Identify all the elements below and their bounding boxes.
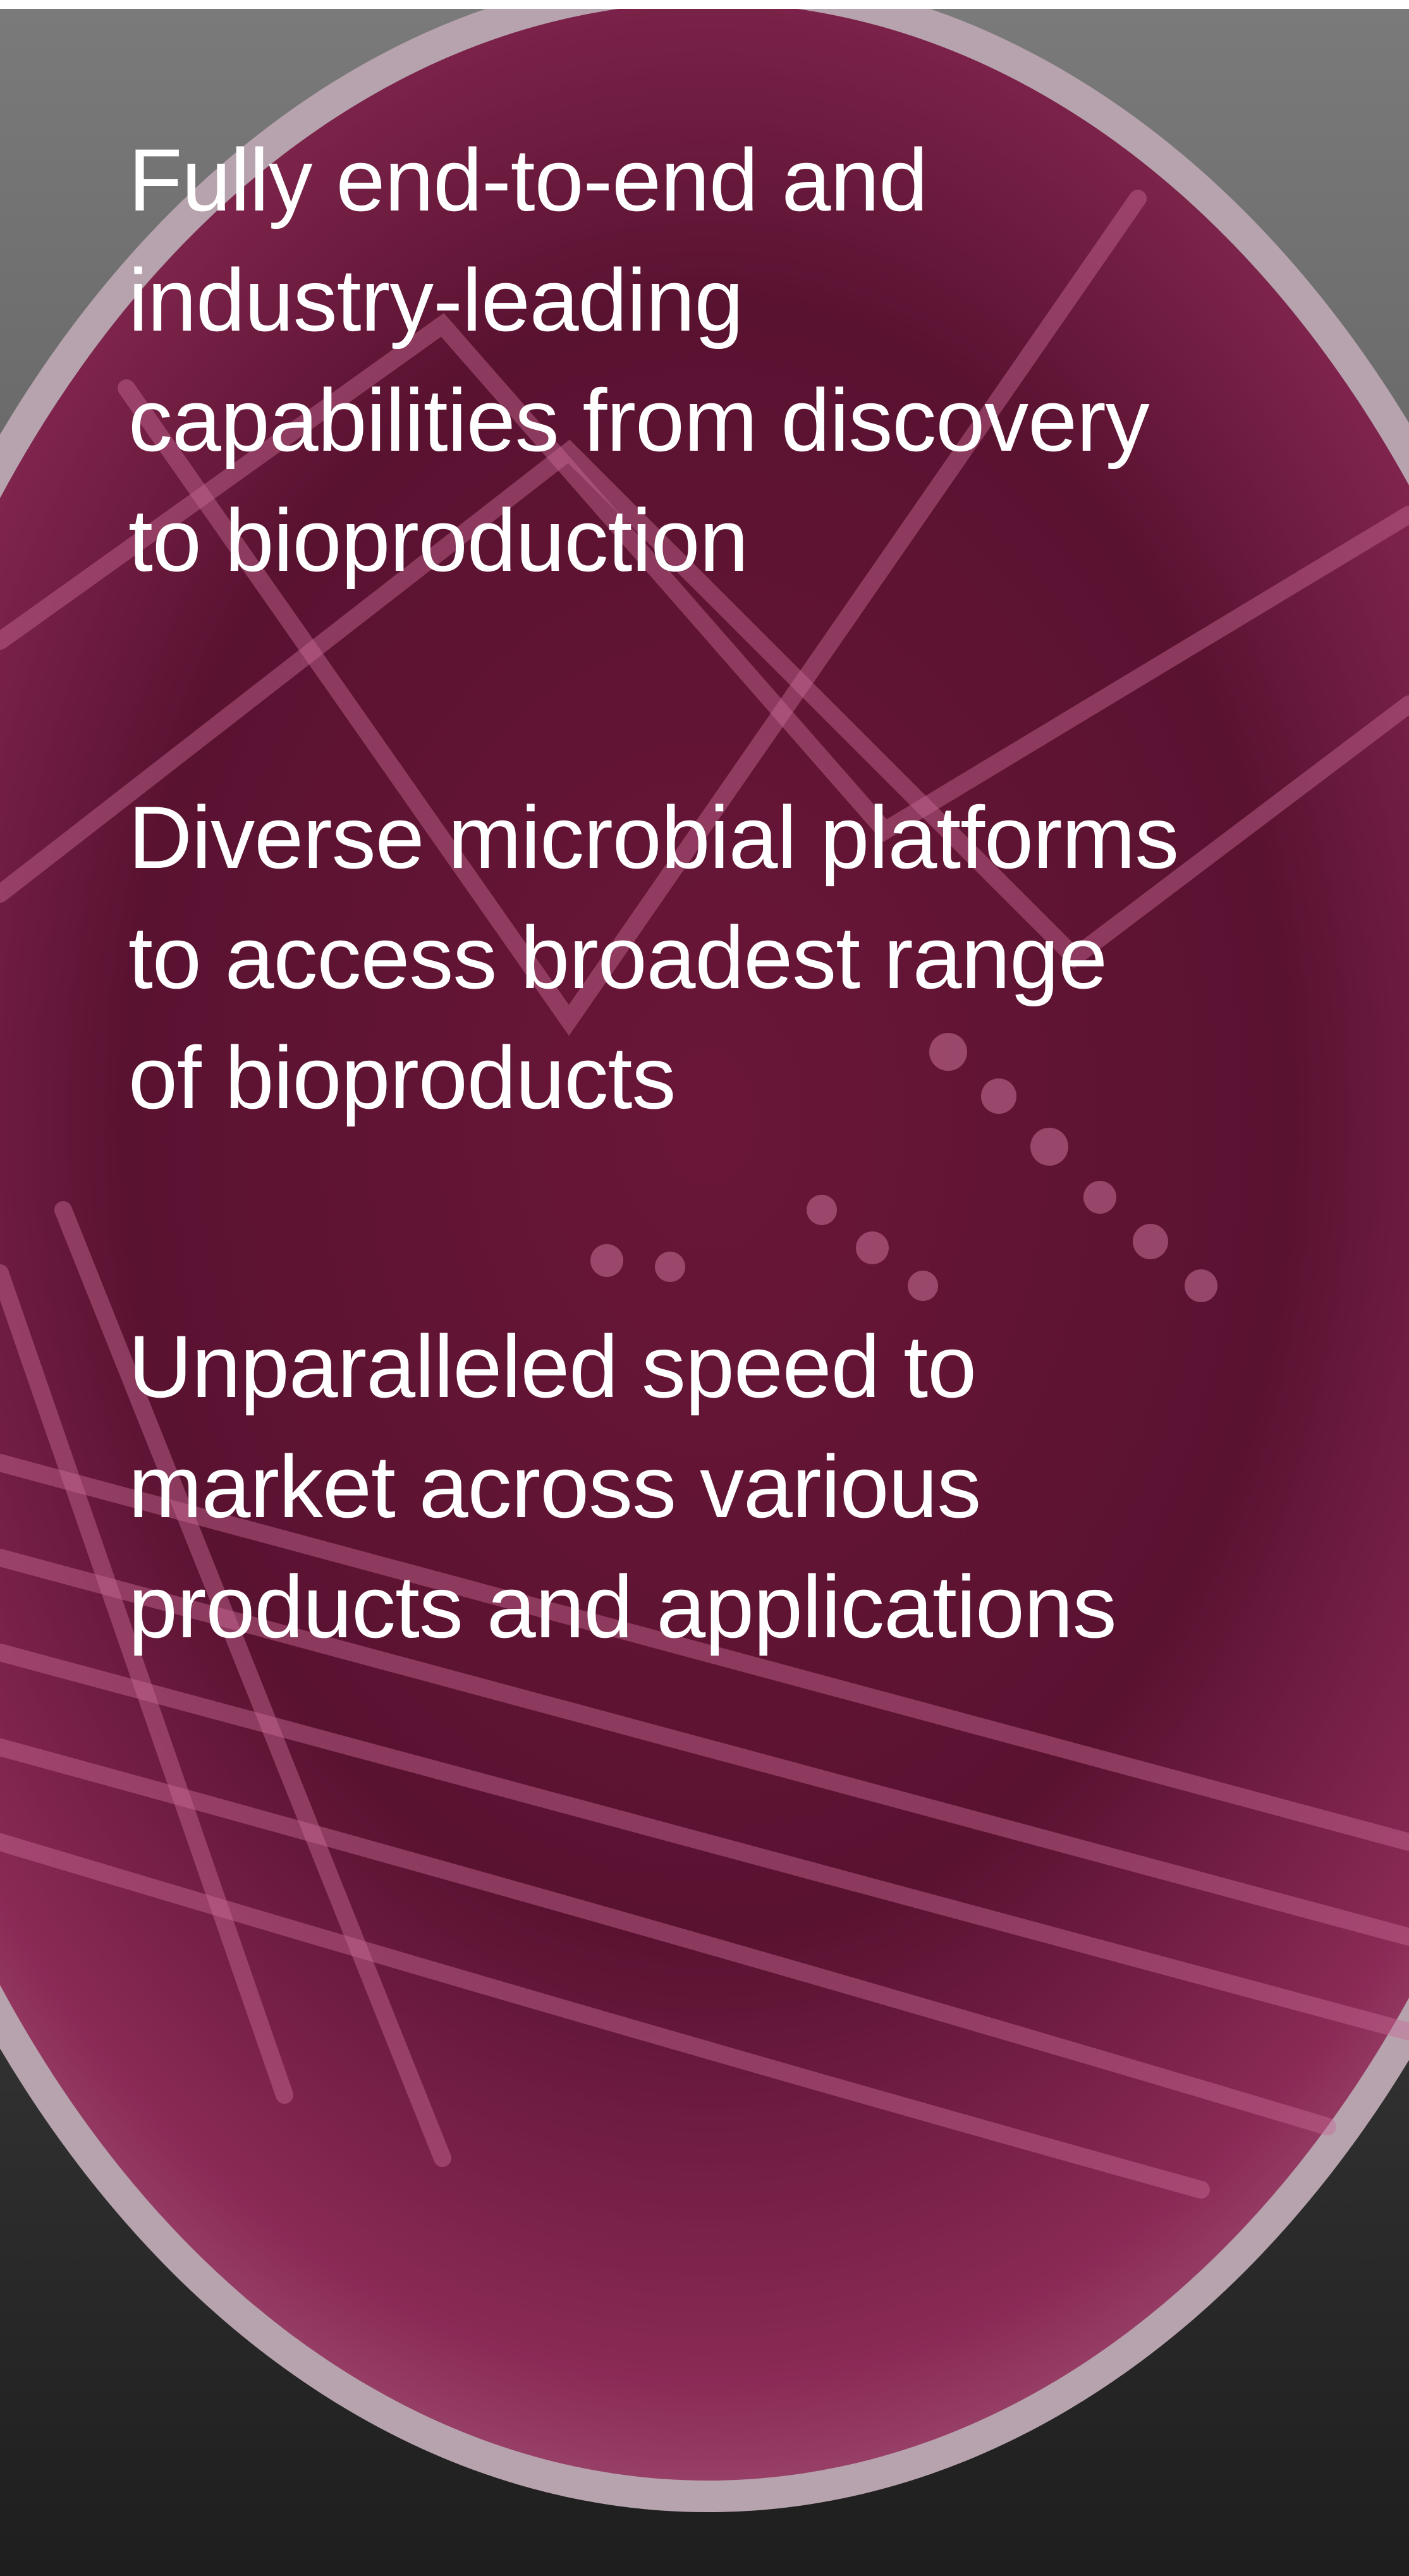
text-line: to access broadest range: [128, 908, 1107, 1007]
text-line: of bioproducts: [128, 1028, 676, 1127]
text-line: industry-leading: [128, 250, 743, 350]
text-line: Fully end-to-end and: [128, 130, 928, 229]
text-line: products and applications: [128, 1557, 1117, 1656]
petri-dish-background: [0, 9, 1409, 2576]
feature-text: Fully end-to-end and industry-leading capa…: [128, 120, 1361, 601]
feature-text: Unparalleled speed to market across vario…: [128, 1307, 1361, 1667]
text-line: Diverse microbial platforms: [128, 788, 1179, 887]
text-line: capabilities from discovery: [128, 370, 1150, 470]
text-line: market across various: [128, 1437, 981, 1536]
feature-text: Diverse microbial platforms to access bro…: [128, 778, 1361, 1138]
text-line: Unparalleled speed to: [128, 1317, 977, 1416]
text-line: to bioproduction: [128, 491, 748, 590]
